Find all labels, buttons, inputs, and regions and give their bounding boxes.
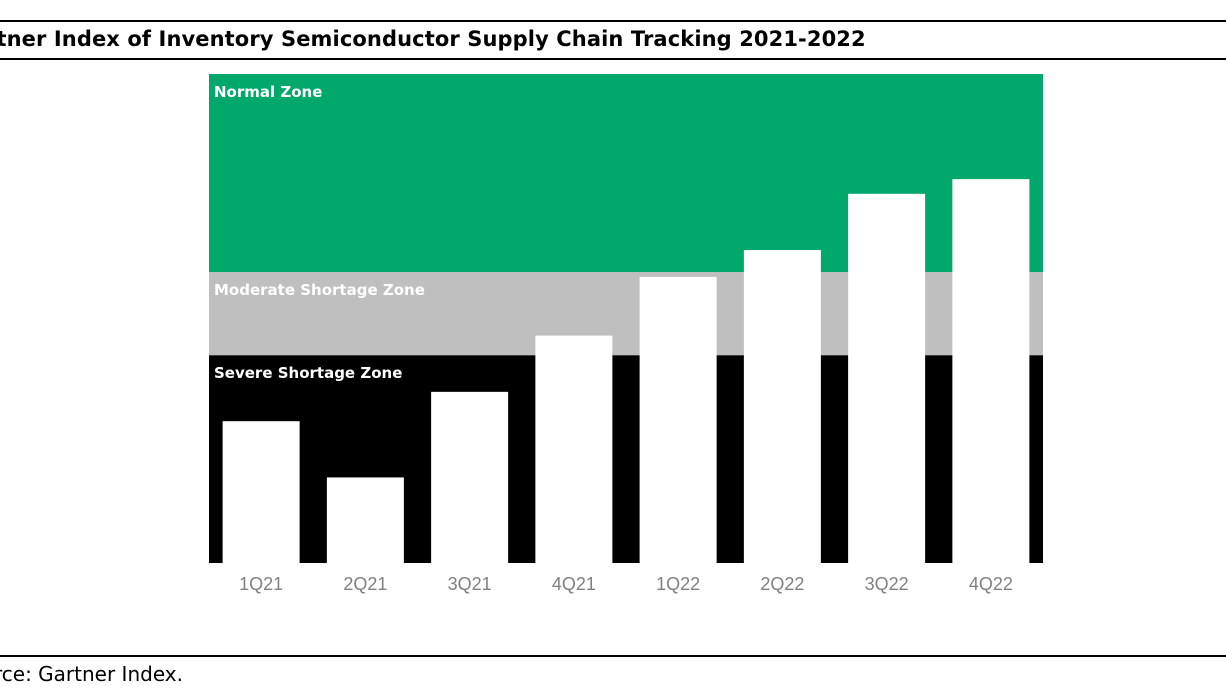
bar-3q22	[848, 193, 926, 563]
x-tick-label: 1Q22	[656, 574, 700, 594]
title-rule	[0, 58, 1226, 60]
x-tick-label: 3Q21	[448, 574, 492, 594]
x-tick-label: 2Q21	[343, 574, 387, 594]
bar-1q22	[639, 276, 717, 563]
bar-2q21	[326, 477, 404, 563]
x-tick-label: 4Q21	[552, 574, 596, 594]
bar-1q21	[222, 421, 300, 563]
chart-title: rtner Index of Inventory Semiconductor S…	[0, 27, 866, 51]
top-rule	[0, 20, 1226, 22]
bar-3q21	[431, 391, 509, 563]
bottom-rule	[0, 655, 1226, 657]
x-tick-label: 1Q21	[239, 574, 283, 594]
severe-shortage-zone-label: Severe Shortage Zone	[214, 364, 402, 382]
x-tick-label: 2Q22	[760, 574, 804, 594]
bar-4q21	[535, 335, 613, 563]
bar-2q22	[743, 250, 821, 564]
x-tick-label: 3Q22	[865, 574, 909, 594]
source-note: rce: Gartner Index.	[0, 662, 183, 686]
bar-4q22	[952, 179, 1030, 563]
x-tick-label: 4Q22	[969, 574, 1013, 594]
normal-zone-label: Normal Zone	[214, 83, 322, 101]
moderate-shortage-zone-label: Moderate Shortage Zone	[214, 281, 425, 299]
